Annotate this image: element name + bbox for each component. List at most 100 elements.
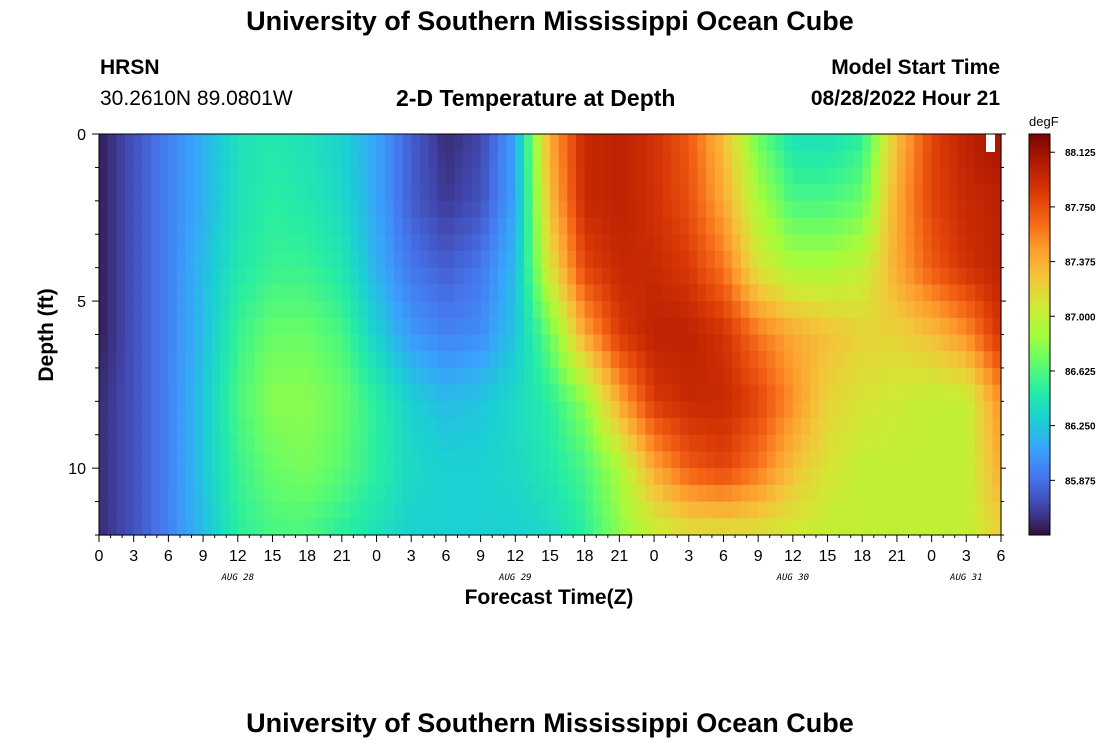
heatmap-cell <box>185 384 195 402</box>
heatmap-cell <box>159 367 169 386</box>
heatmap-cell <box>931 484 941 503</box>
heatmap-cell <box>584 434 594 453</box>
heatmap-cell <box>680 334 690 352</box>
colorbar-tick-label: 86.250 <box>1065 422 1096 433</box>
heatmap-cell <box>471 200 482 219</box>
heatmap-cell <box>185 317 195 336</box>
heatmap-cell <box>879 501 889 519</box>
heatmap-cell <box>914 434 924 453</box>
heatmap-cell <box>714 134 725 152</box>
heatmap-cell <box>281 401 291 419</box>
heatmap-cell <box>836 401 846 419</box>
heatmap-cell <box>489 284 499 302</box>
heatmap-cell <box>367 501 378 519</box>
heatmap-cell <box>203 301 213 319</box>
heatmap-cell <box>359 301 369 319</box>
heatmap-cell <box>298 267 308 285</box>
heatmap-cell <box>237 384 248 402</box>
heatmap-cell <box>116 284 126 302</box>
heatmap-cell <box>853 234 863 252</box>
heatmap-cell <box>159 334 169 352</box>
heatmap-cell <box>159 434 169 453</box>
heatmap-cell <box>602 418 612 436</box>
heatmap-cell <box>437 401 447 419</box>
heatmap-cell <box>957 484 967 503</box>
heatmap-cell <box>974 518 985 536</box>
heatmap-cell <box>376 150 386 169</box>
heatmap-cell <box>654 217 664 235</box>
heatmap-cell <box>801 367 811 386</box>
heatmap-cell <box>428 384 438 402</box>
heatmap-cell <box>801 200 811 219</box>
heatmap-cell <box>636 367 646 386</box>
heatmap-cell <box>246 267 256 285</box>
heatmap-cell <box>133 434 143 453</box>
heatmap-cell <box>766 184 777 202</box>
heatmap-cell <box>550 301 560 319</box>
heatmap-cell <box>185 484 195 503</box>
heatmap-cell <box>697 167 707 185</box>
heatmap-cell <box>922 384 933 402</box>
heatmap-cell <box>706 518 716 536</box>
heatmap-cell <box>185 351 195 369</box>
heatmap-cell <box>151 334 161 352</box>
heatmap-cell <box>836 217 846 235</box>
x-tick-label: 12 <box>506 548 524 565</box>
heatmap-cell <box>922 200 933 219</box>
heatmap-cell <box>619 418 629 436</box>
heatmap-cell <box>289 250 300 269</box>
heatmap-cell <box>992 217 1002 235</box>
heatmap-cell <box>957 434 967 453</box>
heatmap-cell <box>255 501 265 519</box>
heatmap-cell <box>211 451 222 469</box>
heatmap-cell <box>281 134 291 152</box>
heatmap-cell <box>359 134 369 152</box>
heatmap-cell <box>515 250 525 269</box>
heatmap-cell <box>419 217 430 235</box>
heatmap-cell <box>324 200 334 219</box>
heatmap-cell <box>220 518 230 536</box>
heatmap-cell <box>957 334 967 352</box>
heatmap-cell <box>194 334 204 352</box>
heatmap-cell <box>610 501 620 519</box>
heatmap-cell <box>497 501 508 519</box>
heatmap-cell <box>879 518 889 536</box>
heatmap-cell <box>723 200 733 219</box>
heatmap-cell <box>237 484 248 503</box>
heatmap-cell <box>255 484 265 503</box>
heatmap-cell <box>775 451 785 469</box>
heatmap-cell <box>168 468 178 486</box>
heatmap-cell <box>307 184 317 202</box>
heatmap-cell <box>766 501 777 519</box>
heatmap-cell <box>185 434 195 453</box>
heatmap-cell <box>558 434 568 453</box>
heatmap-cell <box>662 167 673 185</box>
heatmap-cell <box>376 167 386 185</box>
heatmap-cell <box>749 484 759 503</box>
heatmap-cell <box>983 167 993 185</box>
heatmap-cell <box>480 250 490 269</box>
heatmap-cell <box>185 334 195 352</box>
heatmap-cell <box>445 418 456 436</box>
heatmap-cell <box>532 200 542 219</box>
heatmap-cell <box>497 267 508 285</box>
heatmap-cell <box>263 367 274 386</box>
heatmap-cell <box>706 167 716 185</box>
heatmap-cell <box>246 234 256 252</box>
heatmap-cell <box>272 418 282 436</box>
heatmap-cell <box>645 267 655 285</box>
heatmap-cell <box>714 234 725 252</box>
heatmap-cell <box>905 484 915 503</box>
heatmap-cell <box>367 150 378 169</box>
heatmap-cell <box>922 250 933 269</box>
heatmap-cell <box>619 451 629 469</box>
heatmap-cell <box>281 301 291 319</box>
heatmap-cell <box>237 334 248 352</box>
heatmap-cell <box>177 451 187 469</box>
heatmap-cell <box>237 518 248 536</box>
heatmap-cell <box>714 301 725 319</box>
heatmap-cell <box>714 468 725 486</box>
heatmap-cell <box>263 184 274 202</box>
heatmap-cell <box>99 134 109 152</box>
heatmap-cell <box>870 451 881 469</box>
